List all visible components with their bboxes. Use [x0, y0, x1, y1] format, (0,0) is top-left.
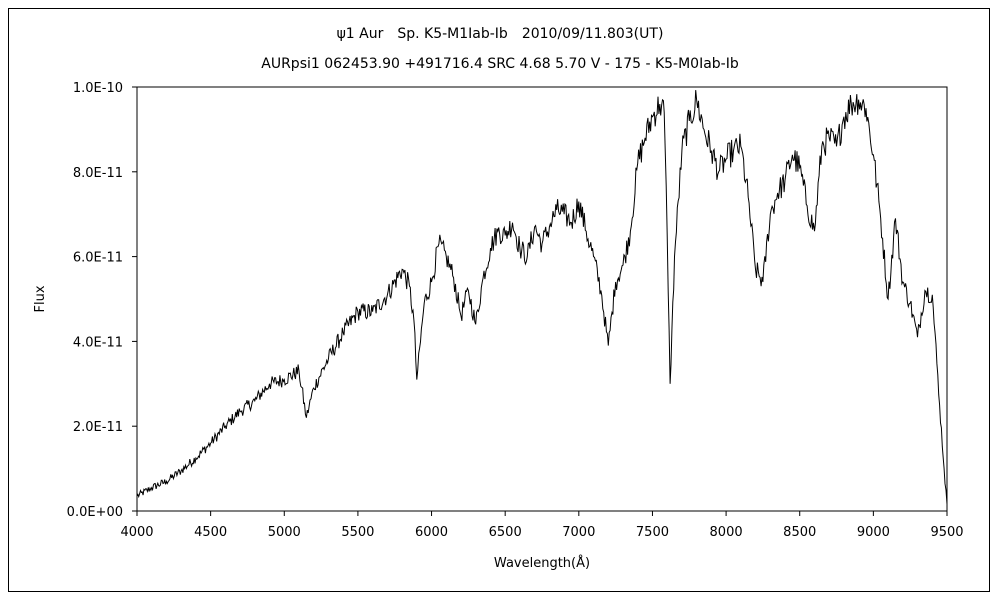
chart-title: ψ1 Aur Sp. K5-M1Iab-Ib 2010/09/11.803(UT…	[337, 26, 664, 42]
y-tick-label: 2.0E-11	[73, 420, 123, 435]
y-tick-label: 6.0E-11	[73, 251, 123, 266]
x-tick-label: 8000	[710, 525, 743, 540]
x-tick-label: 6000	[415, 525, 448, 540]
y-axis: 0.0E+00 2.0E-11 4.0E-11 6.0E-11 8.0E-11 1.0E-…	[67, 81, 137, 520]
spectrum-series-line	[136, 90, 948, 505]
y-tick-label: 4.0E-11	[73, 335, 123, 350]
x-tick-label: 8500	[783, 525, 816, 540]
chart-subtitle: AURpsi1 062453.90 +491716.4 SRC 4.68 5.7…	[261, 56, 739, 72]
x-axis-label: Wavelength(Å)	[494, 555, 590, 571]
x-tick-label: 4500	[194, 525, 227, 540]
y-tick-label: 0.0E+00	[67, 505, 123, 520]
x-tick-label: 5000	[268, 525, 301, 540]
y-axis-label: Flux	[33, 285, 48, 312]
x-tick-label: 7000	[562, 525, 595, 540]
y-tick-label: 1.0E-10	[73, 81, 123, 96]
x-axis: 4000 4500 5000 5500 6000 6500 7000 7500 8000 8500…	[120, 511, 964, 540]
y-tick-label: 8.0E-11	[73, 166, 123, 181]
x-tick-label: 9000	[857, 525, 890, 540]
x-tick-label: 6500	[489, 525, 522, 540]
x-tick-label: 5500	[341, 525, 374, 540]
chart-frame	[8, 8, 990, 592]
plot-area	[136, 86, 948, 512]
x-tick-label: 7500	[636, 525, 669, 540]
x-tick-label: 9500	[930, 525, 963, 540]
x-tick-label: 4000	[120, 525, 153, 540]
